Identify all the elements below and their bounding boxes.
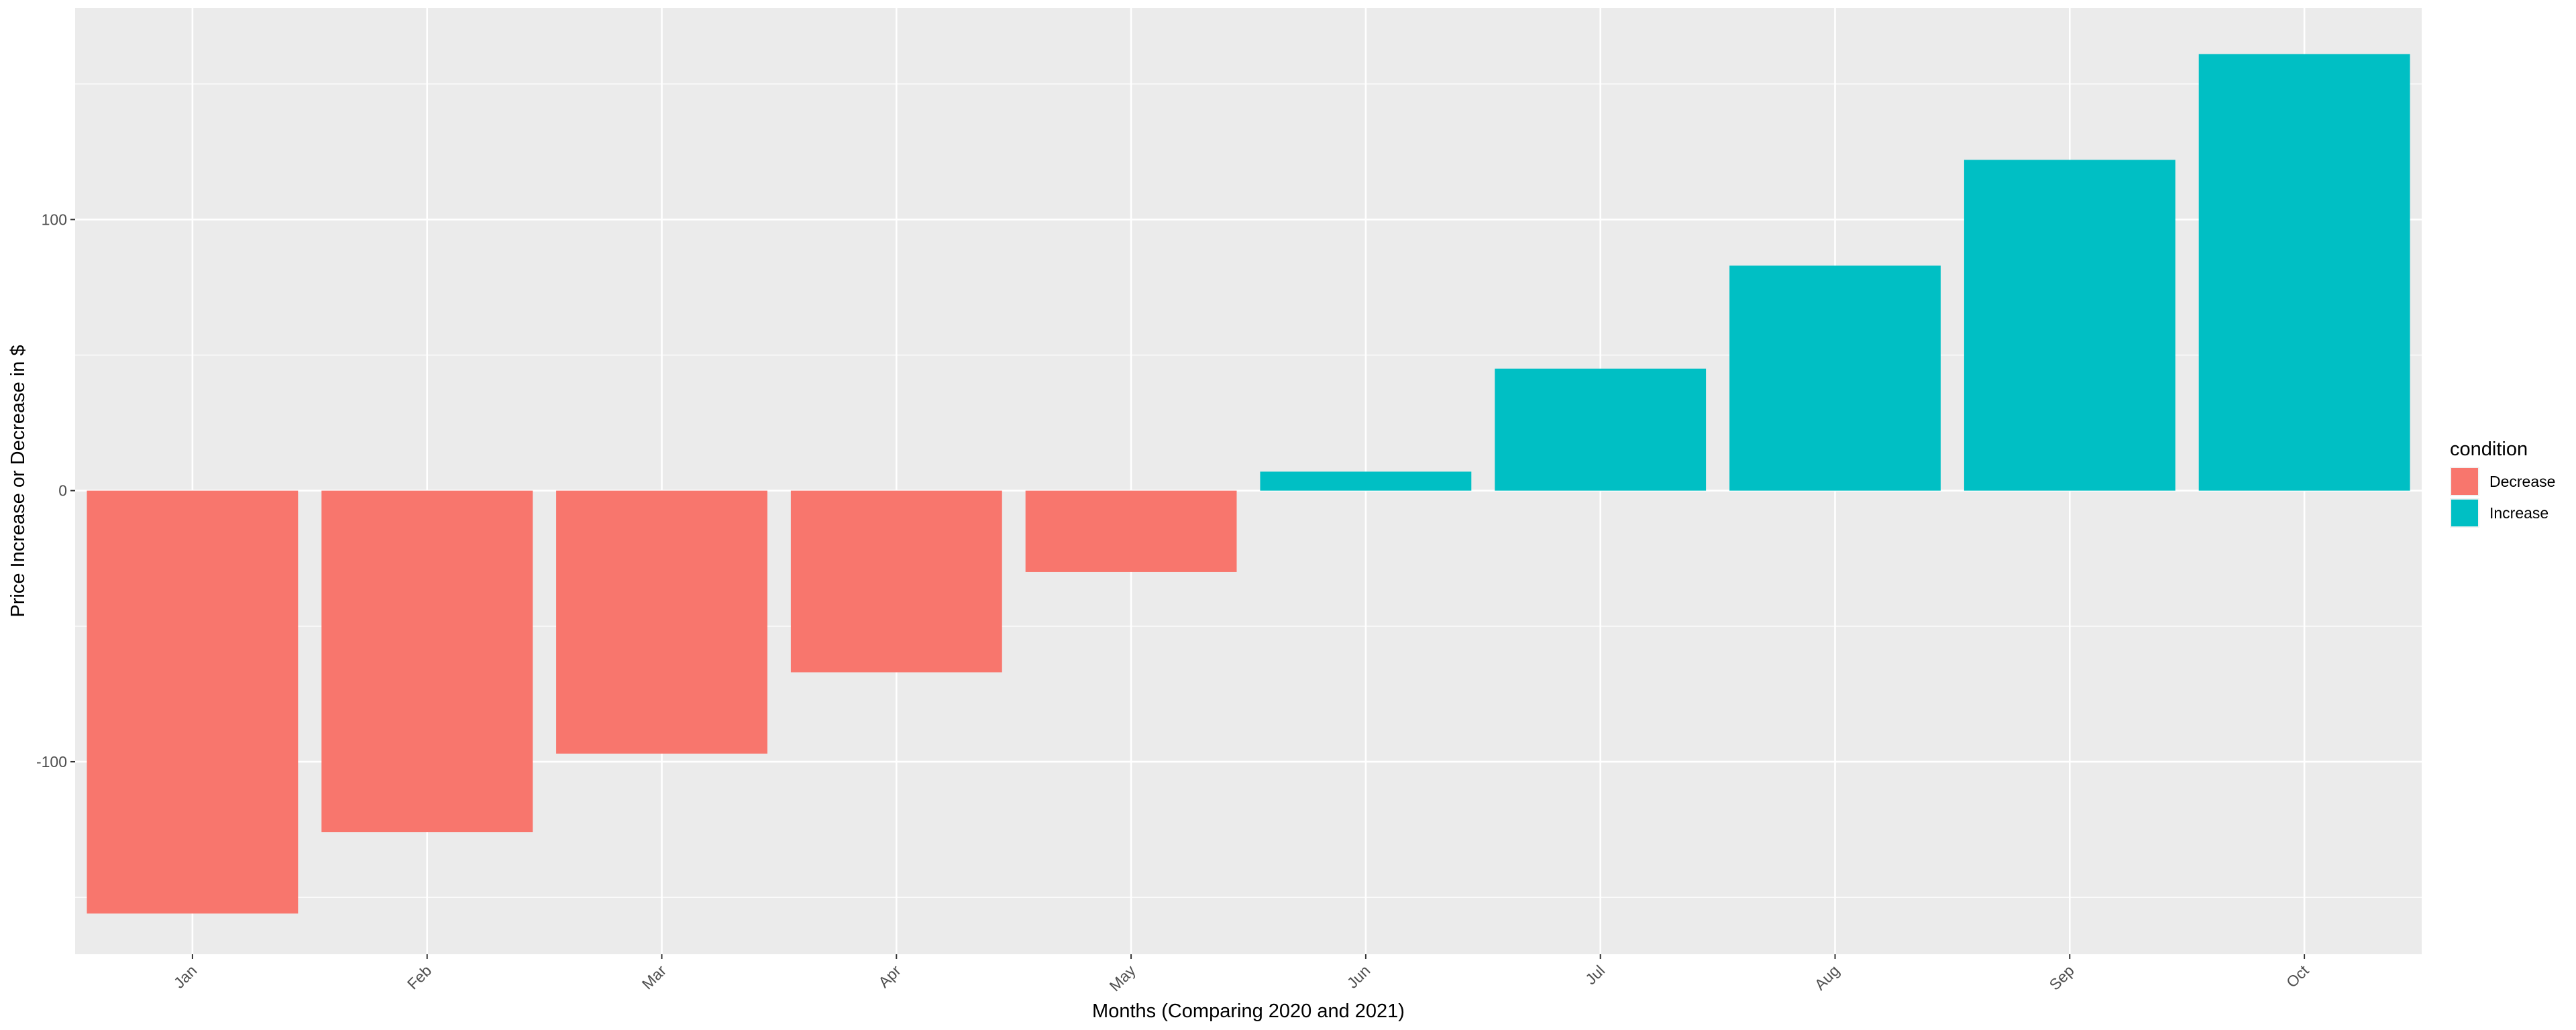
y-tick-label: -100: [36, 753, 67, 770]
legend-swatch-decrease: [2451, 468, 2478, 495]
bar-jul: [1495, 368, 1707, 491]
bars: [87, 54, 2410, 914]
x-axis-title: Months (Comparing 2020 and 2021): [1092, 1000, 1405, 1022]
legend-title: condition: [2450, 439, 2528, 460]
bar-feb: [321, 490, 533, 833]
legend: condition Decrease Increase: [2450, 439, 2555, 528]
bar-may: [1025, 490, 1237, 572]
bar-apr: [790, 490, 1002, 673]
bar-oct: [2198, 54, 2410, 491]
bar-jan: [87, 490, 299, 914]
y-tick-label: 100: [42, 211, 67, 228]
y-axis-ticks: -100 0 100: [36, 211, 75, 770]
y-axis-title: Price Increase or Decrease in $: [7, 345, 29, 617]
legend-swatch-increase: [2451, 500, 2478, 526]
legend-label-decrease: Decrease: [2489, 473, 2555, 490]
bar-aug: [1729, 266, 1941, 491]
bar-mar: [556, 490, 767, 754]
y-tick-label: 0: [58, 482, 67, 500]
bar-sep: [1964, 160, 2176, 491]
bar-jun: [1260, 471, 1472, 491]
legend-label-increase: Increase: [2489, 504, 2548, 522]
